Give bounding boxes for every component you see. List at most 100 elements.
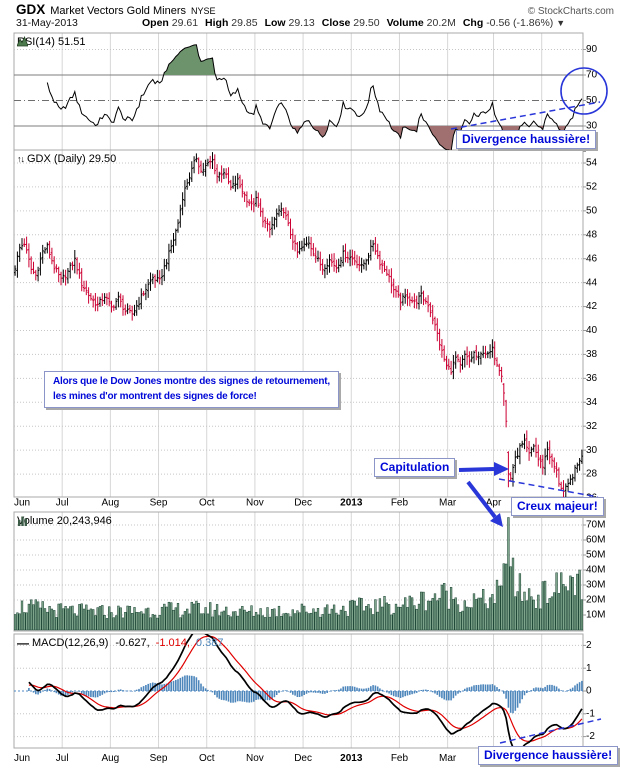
main-note-line2: les mines d'or montrent des signes de fo… xyxy=(53,390,257,402)
svg-text:50: 50 xyxy=(586,95,598,106)
svg-text:36: 36 xyxy=(586,373,598,384)
svg-text:40M: 40M xyxy=(586,565,605,576)
svg-text:Sep: Sep xyxy=(150,498,168,509)
svg-text:50: 50 xyxy=(586,205,598,216)
svg-text:48: 48 xyxy=(586,229,598,240)
low-label: Low xyxy=(264,17,286,29)
svg-text:Oct: Oct xyxy=(199,498,215,509)
quote-close: Close 29.50 xyxy=(322,17,380,29)
macd-divergence-note: Divergence haussière! xyxy=(478,746,619,765)
svg-text:Nov: Nov xyxy=(246,498,264,509)
macd-legend: — MACD(12,26,9) -0.627, -1.014, 0.387 xyxy=(17,637,223,649)
svg-text:38: 38 xyxy=(586,349,598,360)
svg-text:90: 90 xyxy=(586,44,598,55)
svg-text:0: 0 xyxy=(586,686,592,697)
ticker-symbol: GDX xyxy=(16,2,46,17)
svg-text:54: 54 xyxy=(586,158,598,169)
low-value: 29.13 xyxy=(288,17,315,29)
macd-hist-value: 0.387 xyxy=(195,637,224,649)
svg-text:Oct: Oct xyxy=(199,753,215,764)
svg-text:Apr: Apr xyxy=(486,498,502,509)
volume-label: Volume xyxy=(386,17,424,29)
major-trough-note: Creux majeur! xyxy=(511,497,604,516)
close-value: 29.50 xyxy=(353,17,380,29)
open-value: 29.61 xyxy=(171,17,199,29)
svg-text:2013: 2013 xyxy=(340,498,363,509)
volume-legend: Volume 20,243,946 xyxy=(17,515,112,527)
svg-text:Sep: Sep xyxy=(150,753,168,764)
svg-text:10M: 10M xyxy=(586,610,605,621)
svg-text:46: 46 xyxy=(586,253,598,264)
quote-change: Chg -0.56 (-1.86%) ▼ xyxy=(463,17,565,29)
svg-text:-2: -2 xyxy=(586,731,595,742)
rsi-area-icon xyxy=(17,36,28,47)
volume-value: 20.2M xyxy=(426,17,456,29)
svg-text:Mar: Mar xyxy=(439,498,457,509)
price-label: GDX (Daily) 29.50 xyxy=(27,153,117,165)
close-label: Close xyxy=(321,17,351,29)
volume-bars-icon xyxy=(18,516,27,526)
svg-text:Jul: Jul xyxy=(56,498,69,509)
svg-text:Dec: Dec xyxy=(294,498,312,509)
svg-text:60M: 60M xyxy=(586,535,605,546)
down-triangle-icon: ▼ xyxy=(556,18,566,28)
svg-text:Feb: Feb xyxy=(391,498,409,509)
chart-header: GDX Market Vectors Gold Miners NYSE © St… xyxy=(16,2,614,17)
svg-text:1: 1 xyxy=(586,663,592,674)
quote-low: Low 29.13 xyxy=(265,17,315,29)
svg-text:70M: 70M xyxy=(586,520,605,531)
svg-text:30: 30 xyxy=(586,445,598,456)
main-note-line1: Alors que le Dow Jones montre des signes… xyxy=(53,376,330,387)
macd-line-icon: — xyxy=(17,636,29,650)
svg-text:40: 40 xyxy=(586,325,598,336)
capitulation-note: Capitulation xyxy=(374,458,456,477)
svg-text:42: 42 xyxy=(586,301,598,312)
svg-text:Mar: Mar xyxy=(439,753,457,764)
svg-text:Aug: Aug xyxy=(101,753,119,764)
svg-text:30M: 30M xyxy=(586,580,605,591)
svg-text:2013: 2013 xyxy=(340,753,363,764)
svg-text:Dec: Dec xyxy=(294,753,312,764)
high-value: 29.85 xyxy=(231,17,258,29)
svg-text:Aug: Aug xyxy=(101,498,119,509)
svg-text:Feb: Feb xyxy=(391,753,409,764)
svg-text:Jun: Jun xyxy=(14,498,30,509)
svg-text:34: 34 xyxy=(586,397,598,408)
rsi-label: RSI(14) 51.51 xyxy=(17,36,86,48)
svg-text:44: 44 xyxy=(586,277,598,288)
svg-text:2: 2 xyxy=(586,640,592,651)
svg-text:30: 30 xyxy=(586,121,598,132)
svg-text:50M: 50M xyxy=(586,550,605,561)
rsi-legend: RSI(14) 51.51 xyxy=(17,36,85,48)
quote-date: 31-May-2013 xyxy=(16,17,78,29)
svg-text:70: 70 xyxy=(586,70,598,81)
macd-signal-value: -1.014, xyxy=(155,637,190,649)
price-legend: ↑↓ GDX (Daily) 29.50 xyxy=(17,153,116,165)
svg-text:52: 52 xyxy=(586,182,598,193)
updown-arrows-icon: ↑↓ xyxy=(17,154,25,164)
quote-high: High 29.85 xyxy=(205,17,258,29)
exchange-label: NYSE xyxy=(190,6,216,16)
svg-text:Jun: Jun xyxy=(14,753,30,764)
svg-text:-1: -1 xyxy=(586,708,595,719)
macd-label: MACD(12,26,9) xyxy=(32,637,109,649)
rsi-divergence-note: Divergence haussière! xyxy=(456,130,597,149)
svg-text:Nov: Nov xyxy=(246,753,264,764)
svg-text:28: 28 xyxy=(586,469,598,480)
open-label: Open xyxy=(142,17,169,29)
svg-text:20M: 20M xyxy=(586,595,605,606)
chg-value: -0.56 (-1.86%) xyxy=(486,17,554,29)
svg-text:32: 32 xyxy=(586,421,598,432)
quote-open: Open 29.61 xyxy=(142,17,198,29)
macd-value: -0.627, xyxy=(115,637,150,649)
high-label: High xyxy=(205,17,229,29)
chg-label: Chg xyxy=(462,17,484,29)
main-commentary-note: Alors que le Dow Jones montre des signes… xyxy=(44,371,339,408)
svg-text:Jul: Jul xyxy=(56,753,69,764)
quote-row: 31-May-2013 Open 29.61 High 29.85 Low 29… xyxy=(16,17,572,29)
volume-panel-label: Volume 20,243,946 xyxy=(17,515,112,527)
copyright-text: © StockCharts.com xyxy=(527,6,614,17)
security-name: Market Vectors Gold Miners xyxy=(50,5,186,17)
